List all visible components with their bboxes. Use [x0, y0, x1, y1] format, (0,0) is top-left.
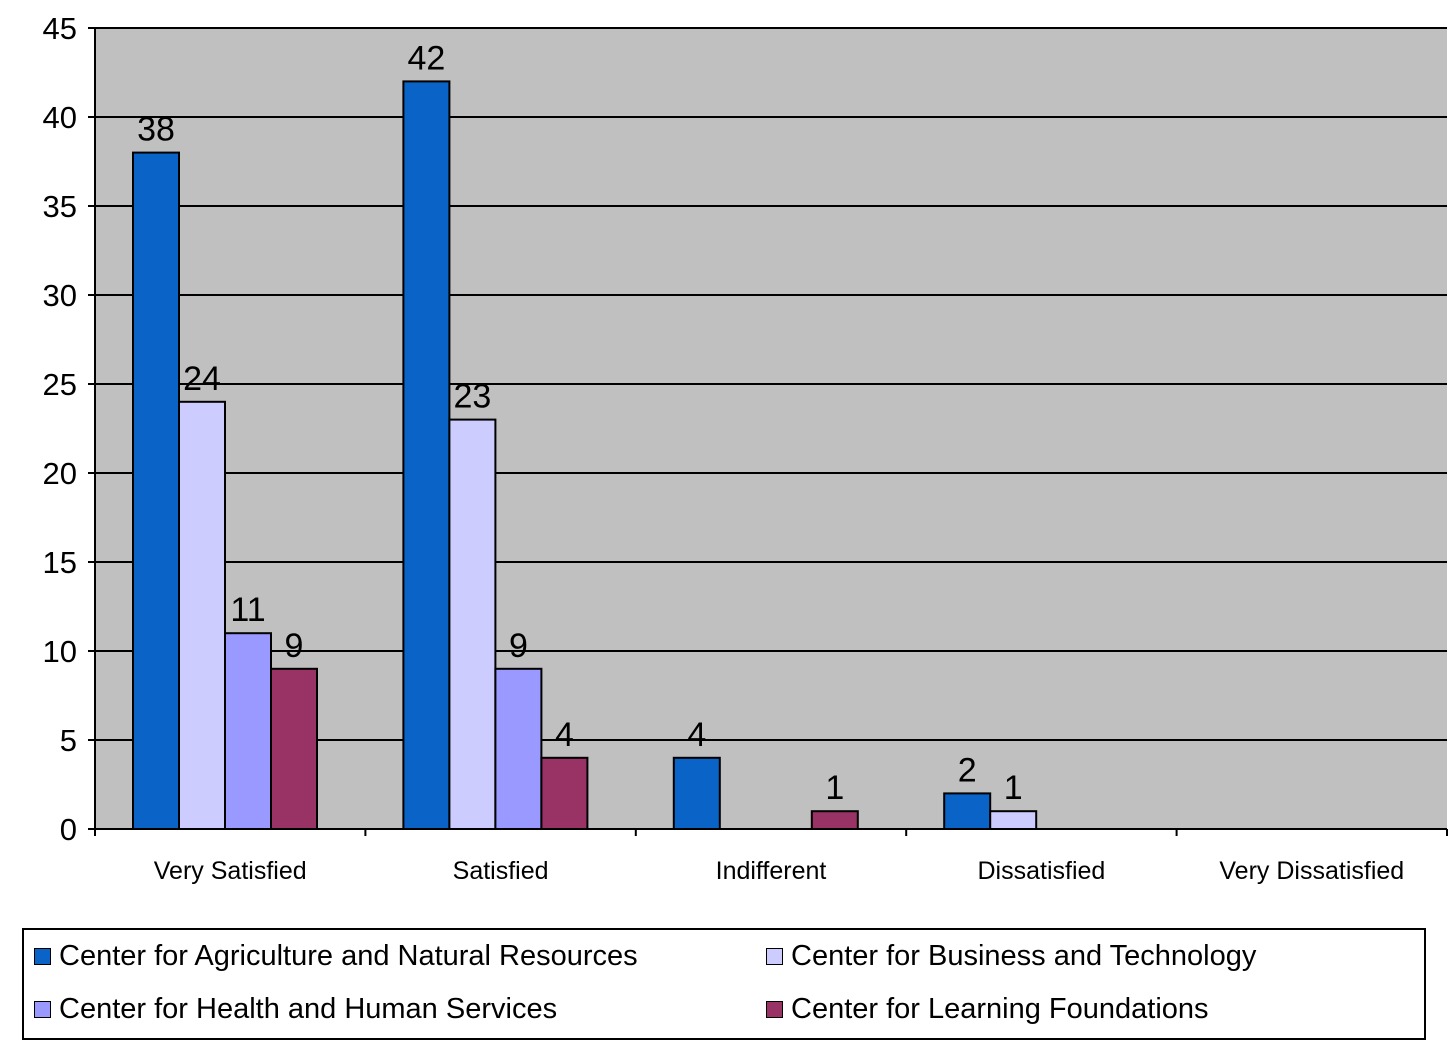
legend-label: Center for Business and Technology	[791, 940, 1257, 972]
y-tick-label: 30	[43, 278, 77, 313]
data-label: 4	[555, 716, 574, 754]
gridlines	[95, 27, 1447, 741]
legend-label: Center for Learning Foundations	[791, 993, 1209, 1025]
legend-label: Center for Agriculture and Natural Resou…	[59, 940, 638, 972]
data-label: 24	[183, 360, 221, 398]
data-label: 9	[509, 627, 528, 665]
bar	[989, 810, 1038, 831]
data-label: 1	[1004, 769, 1023, 807]
legend-item: Center for Business and Technology	[766, 940, 1256, 973]
legend-item: Center for Learning Foundations	[766, 993, 1209, 1026]
legend-item: Center for Health and Human Services	[34, 993, 557, 1026]
legend-swatch	[766, 1001, 783, 1018]
data-label: 4	[687, 716, 706, 754]
plot-area	[95, 28, 1447, 829]
y-tick-label: 25	[43, 367, 77, 402]
bar	[448, 418, 497, 830]
x-tick-label: Dissatisfied	[977, 857, 1105, 885]
bar	[672, 756, 721, 830]
x-tick-label: Very Dissatisfied	[1219, 857, 1404, 885]
legend-item: Center for Agriculture and Natural Resou…	[34, 940, 638, 973]
data-label: 42	[407, 39, 445, 77]
x-tick-label: Indifferent	[716, 857, 827, 885]
data-label: 38	[137, 111, 175, 149]
y-tick-label: 5	[60, 723, 77, 758]
data-label: 23	[453, 378, 491, 416]
data-label: 1	[825, 769, 844, 807]
bar	[540, 756, 589, 830]
axes: 0 5 10 15 20 25 30 35 40 45 Very Satisfied Satisfie…	[43, 11, 1448, 885]
y-tick-label: 35	[43, 189, 77, 224]
data-label: 11	[230, 591, 265, 629]
y-tick-label: 10	[43, 634, 77, 669]
bar	[224, 632, 272, 831]
x-tick-label: Satisfied	[453, 857, 549, 885]
y-tick-label: 0	[60, 812, 77, 847]
data-label: 9	[285, 627, 304, 665]
y-tick-label: 20	[43, 456, 77, 491]
bar	[943, 792, 992, 831]
y-tick-label: 15	[43, 545, 77, 580]
bar	[270, 667, 318, 830]
legend: Center for Agriculture and Natural Resou…	[22, 928, 1426, 1040]
bar	[402, 80, 451, 830]
legend-swatch	[34, 1001, 51, 1018]
bar	[810, 810, 859, 831]
legend-label: Center for Health and Human Services	[59, 993, 558, 1025]
data-label: 2	[958, 751, 977, 789]
bars	[132, 80, 1038, 831]
x-tick-label: Very Satisfied	[154, 857, 307, 885]
bar	[178, 400, 226, 830]
y-tick-label: 45	[43, 11, 77, 46]
y-tick-label: 40	[43, 100, 77, 135]
bar	[132, 151, 180, 831]
bar	[494, 667, 543, 830]
legend-swatch	[34, 948, 51, 965]
legend-swatch	[766, 948, 783, 965]
